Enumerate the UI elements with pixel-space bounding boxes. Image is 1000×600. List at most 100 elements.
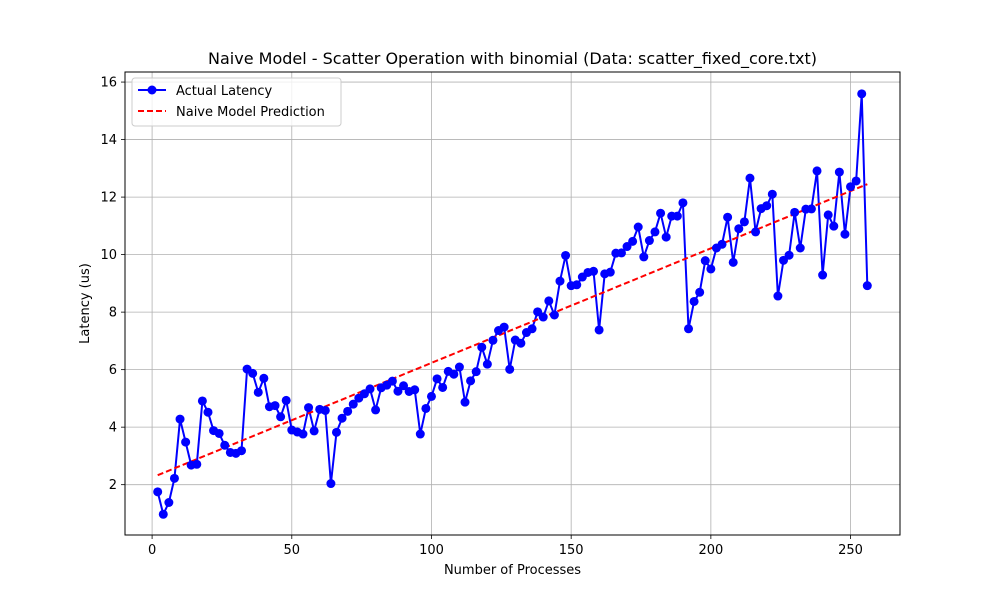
actual-latency-point — [806, 204, 816, 214]
actual-latency-point — [829, 221, 839, 231]
actual-latency-point — [717, 239, 727, 249]
actual-latency-point — [203, 407, 213, 417]
axis-ticks: 0 50 100 150 200 250 2 4 6 8 10 12 14 16 — [100, 76, 863, 558]
actual-latency-point — [784, 250, 794, 260]
legend: Actual Latency Naive Model Prediction — [131, 77, 342, 127]
actual-latency-point — [572, 280, 582, 290]
actual-latency-point — [415, 429, 425, 439]
legend-actual-latency-label: Actual Latency — [176, 84, 273, 99]
actual-latency-point — [538, 312, 548, 322]
actual-latency-point — [153, 487, 163, 497]
x-tick-label: 50 — [284, 543, 301, 558]
y-tick-label: 2 — [109, 478, 117, 493]
y-tick-label: 4 — [109, 421, 117, 436]
actual-latency-point — [270, 401, 280, 411]
actual-latency-point — [644, 236, 654, 246]
actual-latency-point — [639, 252, 649, 262]
actual-latency-point — [549, 310, 559, 320]
actual-latency-point — [197, 396, 207, 406]
y-axis-label: Latency (us) — [78, 263, 93, 344]
x-tick-label: 200 — [698, 543, 723, 558]
actual-latency-point — [410, 385, 420, 395]
actual-latency-point — [851, 176, 861, 186]
naive-model-prediction-line — [157, 183, 868, 477]
actual-latency-point — [862, 281, 872, 291]
actual-latency-point — [181, 437, 191, 447]
actual-latency-point — [164, 498, 174, 507]
actual-latency-point — [684, 324, 694, 334]
actual-latency-point — [482, 359, 492, 369]
actual-latency-point — [320, 405, 330, 415]
actual-latency-point — [343, 406, 353, 416]
legend-actual-latency-marker — [147, 85, 157, 95]
y-tick-label: 6 — [109, 363, 117, 378]
actual-latency-point — [734, 224, 744, 234]
actual-latency-point — [762, 201, 772, 211]
actual-latency-point — [477, 342, 487, 352]
actual-latency-point — [857, 89, 867, 99]
actual-latency-point — [527, 324, 537, 334]
actual-latency-point — [449, 369, 459, 379]
actual-latency-point — [723, 212, 733, 222]
chart-title: Naive Model - Scatter Operation with bin… — [208, 49, 817, 69]
actual-latency-point — [471, 367, 481, 377]
actual-latency-point — [214, 428, 224, 438]
y-tick-label: 16 — [100, 76, 117, 91]
actual-latency-point — [438, 382, 448, 392]
actual-latency-point — [555, 276, 565, 286]
actual-latency-point — [516, 338, 526, 348]
actual-latency-point — [426, 391, 436, 401]
actual-latency-point — [695, 287, 705, 297]
actual-latency-point — [840, 229, 850, 239]
actual-latency-point — [678, 198, 688, 208]
actual-latency-point — [656, 208, 666, 218]
actual-latency-point — [751, 227, 761, 237]
actual-latency-point — [158, 509, 168, 519]
actual-latency-point — [421, 403, 431, 413]
actual-latency-point — [823, 210, 833, 220]
x-tick-label: 250 — [838, 543, 863, 558]
actual-latency-point — [633, 222, 643, 232]
actual-latency-point — [326, 479, 336, 489]
y-tick-label: 14 — [100, 133, 117, 148]
actual-latency-point — [616, 248, 626, 258]
actual-latency-point — [331, 427, 341, 437]
actual-latency-point — [276, 412, 286, 422]
actual-latency-point — [589, 266, 599, 276]
actual-latency-point — [767, 189, 777, 199]
actual-latency-point — [561, 250, 571, 260]
actual-latency-point — [672, 211, 682, 221]
y-tick-label: 8 — [109, 306, 117, 321]
actual-latency-point — [387, 376, 397, 386]
actual-latency-point — [460, 397, 470, 407]
actual-latency-point — [371, 405, 381, 415]
actual-latency-point — [466, 376, 476, 386]
actual-latency-point — [846, 182, 856, 192]
actual-latency-point — [739, 217, 749, 227]
x-tick-label: 100 — [419, 543, 444, 558]
actual-latency-point — [728, 257, 738, 267]
actual-latency-point — [348, 399, 358, 409]
actual-latency-point — [745, 173, 755, 183]
y-tick-label: 12 — [100, 191, 117, 206]
actual-latency-point — [488, 335, 498, 345]
actual-latency-point — [650, 227, 660, 237]
actual-latency-point — [169, 473, 179, 483]
actual-latency-point — [812, 166, 822, 176]
x-tick-label: 150 — [559, 543, 584, 558]
actual-latency-point — [432, 374, 442, 384]
actual-latency-point — [790, 207, 800, 217]
actual-latency-point — [365, 384, 375, 394]
actual-latency-point — [834, 167, 844, 177]
actual-latency-point — [399, 381, 409, 391]
actual-latency-point — [253, 387, 263, 397]
actual-latency-point — [700, 256, 710, 266]
actual-latency-point — [220, 440, 230, 450]
actual-latency-point — [795, 243, 805, 253]
actual-latency-point — [175, 414, 185, 424]
actual-latency-point — [304, 403, 314, 413]
actual-latency-point — [628, 236, 638, 246]
actual-latency-point — [281, 395, 291, 405]
actual-latency-point — [499, 322, 509, 332]
actual-latency-point — [259, 373, 269, 383]
